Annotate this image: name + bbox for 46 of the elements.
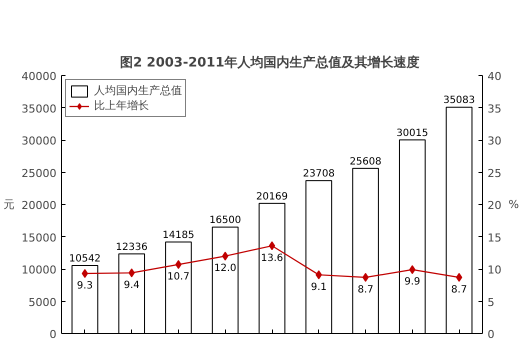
data-label: 20169 xyxy=(256,191,288,202)
point xyxy=(268,241,276,250)
y-tick-label: 20000 xyxy=(22,199,57,212)
y-axis-title: 元 xyxy=(4,198,15,211)
data-label: 8.7 xyxy=(358,284,374,296)
y2-axis-title: % xyxy=(508,198,519,211)
y2-tick-label: 40 xyxy=(488,70,502,83)
legend-label: 比上年增长 xyxy=(94,98,149,113)
data-label: 12.0 xyxy=(214,263,236,274)
data-label: 16500 xyxy=(209,215,242,226)
data-label: 9.9 xyxy=(404,276,420,288)
y-tick-label: 30000 xyxy=(22,134,57,148)
y2-tick-label: 30 xyxy=(488,134,502,148)
y2-tick-label: 0 xyxy=(488,328,494,341)
point xyxy=(456,272,462,282)
y2-tick-label: 10 xyxy=(488,264,502,276)
y2-tick-label: 20 xyxy=(488,199,502,212)
data-label: 12336 xyxy=(116,242,148,253)
chart-title: 图2 2003-2011年人均国内生产总值及其增长速度 xyxy=(120,54,420,70)
data-label: 23708 xyxy=(302,168,335,180)
y-tick-label: 40000 xyxy=(22,70,57,83)
y-tick-label: 35000 xyxy=(22,102,57,116)
y2-tick-label: 35 xyxy=(488,102,502,116)
data-label: 30015 xyxy=(396,128,428,139)
point xyxy=(175,260,182,269)
y-tick-label: 15000 xyxy=(22,231,57,244)
data-label: 9.4 xyxy=(124,280,140,291)
y-tick-label: 5000 xyxy=(28,296,57,309)
data-label: 35083 xyxy=(443,95,476,106)
data-label: 10.7 xyxy=(167,271,190,282)
y-tick-label: 10000 xyxy=(22,264,57,276)
data-label: 8.7 xyxy=(451,284,468,296)
data-label: 13.6 xyxy=(260,252,284,264)
y2-tick-label: 15 xyxy=(488,231,502,244)
data-label: 10542 xyxy=(68,254,101,265)
y2-tick-label: 25 xyxy=(488,166,502,180)
legend-label: 人均国内生产总值 xyxy=(94,83,182,98)
y-tick-label: 25000 xyxy=(22,166,57,180)
point xyxy=(362,272,369,282)
data-label: 9.3 xyxy=(76,280,93,292)
data-label: 25608 xyxy=(350,156,382,168)
point xyxy=(82,269,88,278)
y2-tick-label: 5 xyxy=(488,296,494,309)
data-label: 14185 xyxy=(162,230,194,242)
data-label: 9.1 xyxy=(310,282,327,293)
y-tick-label: 0 xyxy=(50,328,56,341)
